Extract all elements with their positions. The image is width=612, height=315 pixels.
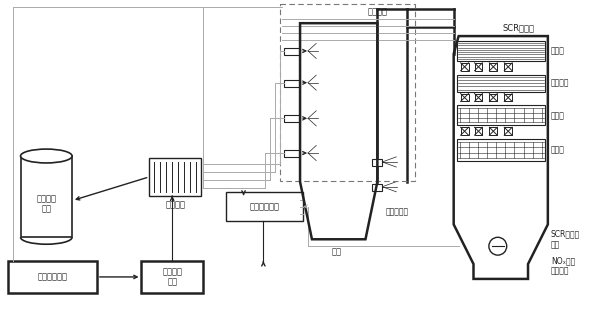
Text: 备用层: 备用层 xyxy=(551,111,565,120)
Text: 吹灰装置: 吹灰装置 xyxy=(551,79,569,88)
FancyBboxPatch shape xyxy=(284,115,300,122)
FancyBboxPatch shape xyxy=(226,192,303,221)
Text: NOₓ在线
监测模块: NOₓ在线 监测模块 xyxy=(551,256,575,276)
FancyBboxPatch shape xyxy=(21,156,72,237)
Text: SCR反应器
本体: SCR反应器 本体 xyxy=(551,230,580,249)
FancyBboxPatch shape xyxy=(373,159,382,166)
Text: 制备储存
模块: 制备储存 模块 xyxy=(36,194,56,213)
FancyBboxPatch shape xyxy=(457,106,545,125)
Text: 输送循环模块: 输送循环模块 xyxy=(37,272,67,281)
Text: 计量稀释
模块: 计量稀释 模块 xyxy=(162,267,182,287)
FancyBboxPatch shape xyxy=(141,261,203,293)
FancyBboxPatch shape xyxy=(457,75,545,92)
FancyBboxPatch shape xyxy=(457,139,545,161)
FancyBboxPatch shape xyxy=(284,150,300,157)
Text: 自动控制模块: 自动控制模块 xyxy=(249,202,279,211)
FancyBboxPatch shape xyxy=(284,80,300,87)
Ellipse shape xyxy=(21,149,72,163)
FancyBboxPatch shape xyxy=(149,158,201,196)
FancyBboxPatch shape xyxy=(373,184,382,191)
Text: SCR反应器: SCR反应器 xyxy=(502,24,535,33)
Text: 整流层: 整流层 xyxy=(551,46,565,55)
FancyBboxPatch shape xyxy=(457,41,545,61)
Text: 锅炉的烟道: 锅炉的烟道 xyxy=(386,207,409,216)
Text: 催化剂: 催化剂 xyxy=(551,146,565,155)
Text: 分配模块: 分配模块 xyxy=(165,200,185,209)
Text: 喷射模块: 喷射模块 xyxy=(367,8,387,17)
Text: 锅炉: 锅炉 xyxy=(332,248,341,257)
FancyBboxPatch shape xyxy=(8,261,97,293)
FancyBboxPatch shape xyxy=(284,48,300,55)
